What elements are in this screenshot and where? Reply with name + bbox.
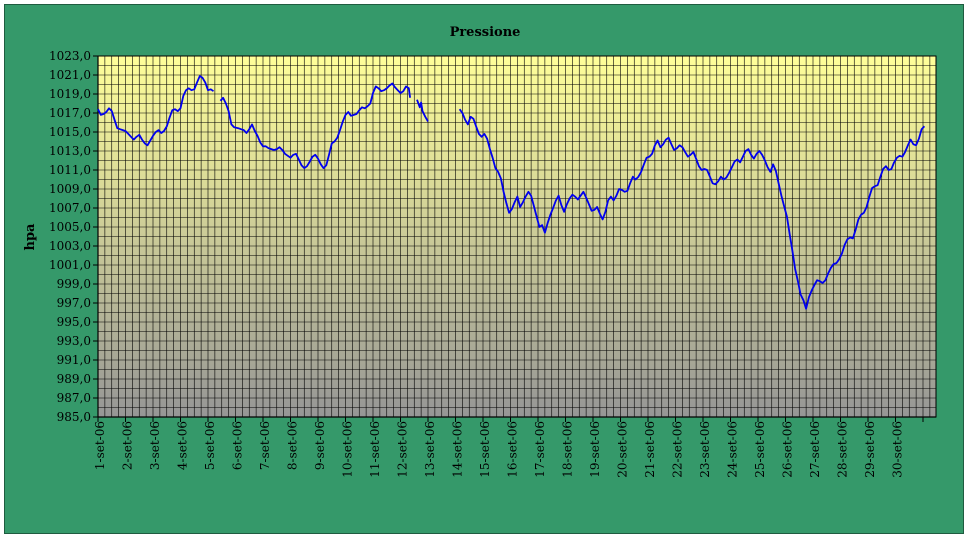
x-tick-label: 16-set-06 — [506, 421, 520, 478]
x-tick-label: 18-set-06 — [561, 421, 575, 478]
x-tick-label: 2-set-06 — [121, 421, 135, 470]
x-tick-label: 6-set-06 — [231, 421, 245, 470]
x-tick-label: 26-set-06 — [781, 421, 795, 478]
y-tick-label: 1005,0 — [49, 220, 91, 234]
x-tick-label: 15-set-06 — [478, 421, 492, 478]
pressure-series-line — [219, 82, 411, 169]
x-tick-label: 7-set-06 — [258, 421, 272, 470]
x-tick-label: 12-set-06 — [396, 421, 410, 478]
x-tick-label: 21-set-06 — [643, 421, 657, 478]
y-tick-label: 995,0 — [57, 315, 91, 329]
y-tick-label: 1019,0 — [49, 87, 91, 101]
y-tick-label: 1015,0 — [49, 125, 91, 139]
y-tick-label: 1009,0 — [49, 182, 91, 196]
pressure-series-line — [458, 108, 926, 310]
x-tick-label: 1-set-06 — [93, 421, 107, 470]
x-tick-label: 5-set-06 — [203, 421, 217, 470]
y-tick-label: 993,0 — [57, 334, 91, 348]
y-axis-label: hpa — [23, 223, 38, 251]
x-tick-label: 23-set-06 — [698, 421, 712, 478]
y-tick-label: 1021,0 — [49, 68, 91, 82]
x-tick-label: 20-set-06 — [616, 421, 630, 478]
x-tick-label: 11-set-06 — [368, 421, 382, 478]
grid-lines — [97, 55, 936, 418]
x-tick-label: 27-set-06 — [808, 421, 822, 478]
x-tick-label: 28-set-06 — [836, 421, 850, 478]
x-tick-label: 17-set-06 — [533, 421, 547, 478]
x-tick-label: 29-set-06 — [863, 421, 877, 478]
x-tick-label: 14-set-06 — [451, 421, 465, 478]
y-tick-label: 991,0 — [57, 353, 91, 367]
x-tick-label: 13-set-06 — [423, 421, 437, 478]
y-tick-label: 1007,0 — [49, 201, 91, 215]
y-tick-label: 1001,0 — [49, 258, 91, 272]
y-tick-label: 985,0 — [57, 410, 91, 424]
y-tick-labels: 985,0 987,0 989,0 991,0 993,0 995,0 997,0 999,0… — [49, 49, 98, 424]
y-tick-label: 987,0 — [57, 391, 91, 405]
x-tick-labels: 1-set-06 2-set-06 3-set-06 4-set-06 5-set-06… — [93, 417, 924, 478]
x-tick-label: 19-set-06 — [588, 421, 602, 478]
series-layer — [97, 75, 926, 310]
x-tick-label: 10-set-06 — [341, 421, 355, 478]
y-tick-label: 1003,0 — [49, 239, 91, 253]
y-tick-label: 1017,0 — [49, 106, 91, 120]
pressure-series-line — [416, 99, 429, 122]
y-tick-label: 997,0 — [57, 296, 91, 310]
x-tick-label: 24-set-06 — [726, 421, 740, 478]
x-tick-label: 3-set-06 — [148, 421, 162, 470]
x-tick-label: 8-set-06 — [286, 421, 300, 470]
x-tick-label: 22-set-06 — [671, 421, 685, 478]
y-tick-label: 989,0 — [57, 372, 91, 386]
axes — [97, 55, 937, 418]
pressure-series-line — [97, 75, 215, 147]
y-tick-label: 1011,0 — [49, 163, 91, 177]
x-tick-label: 25-set-06 — [753, 421, 767, 478]
y-tick-label: 1013,0 — [49, 144, 91, 158]
y-tick-label: 1023,0 — [49, 49, 91, 63]
y-tick-label: 999,0 — [57, 277, 91, 291]
x-tick-label: 9-set-06 — [313, 421, 327, 470]
chart-title: Pressione — [450, 25, 521, 40]
x-tick-label: 4-set-06 — [176, 421, 190, 470]
x-tick-label: 30-set-06 — [891, 421, 905, 478]
